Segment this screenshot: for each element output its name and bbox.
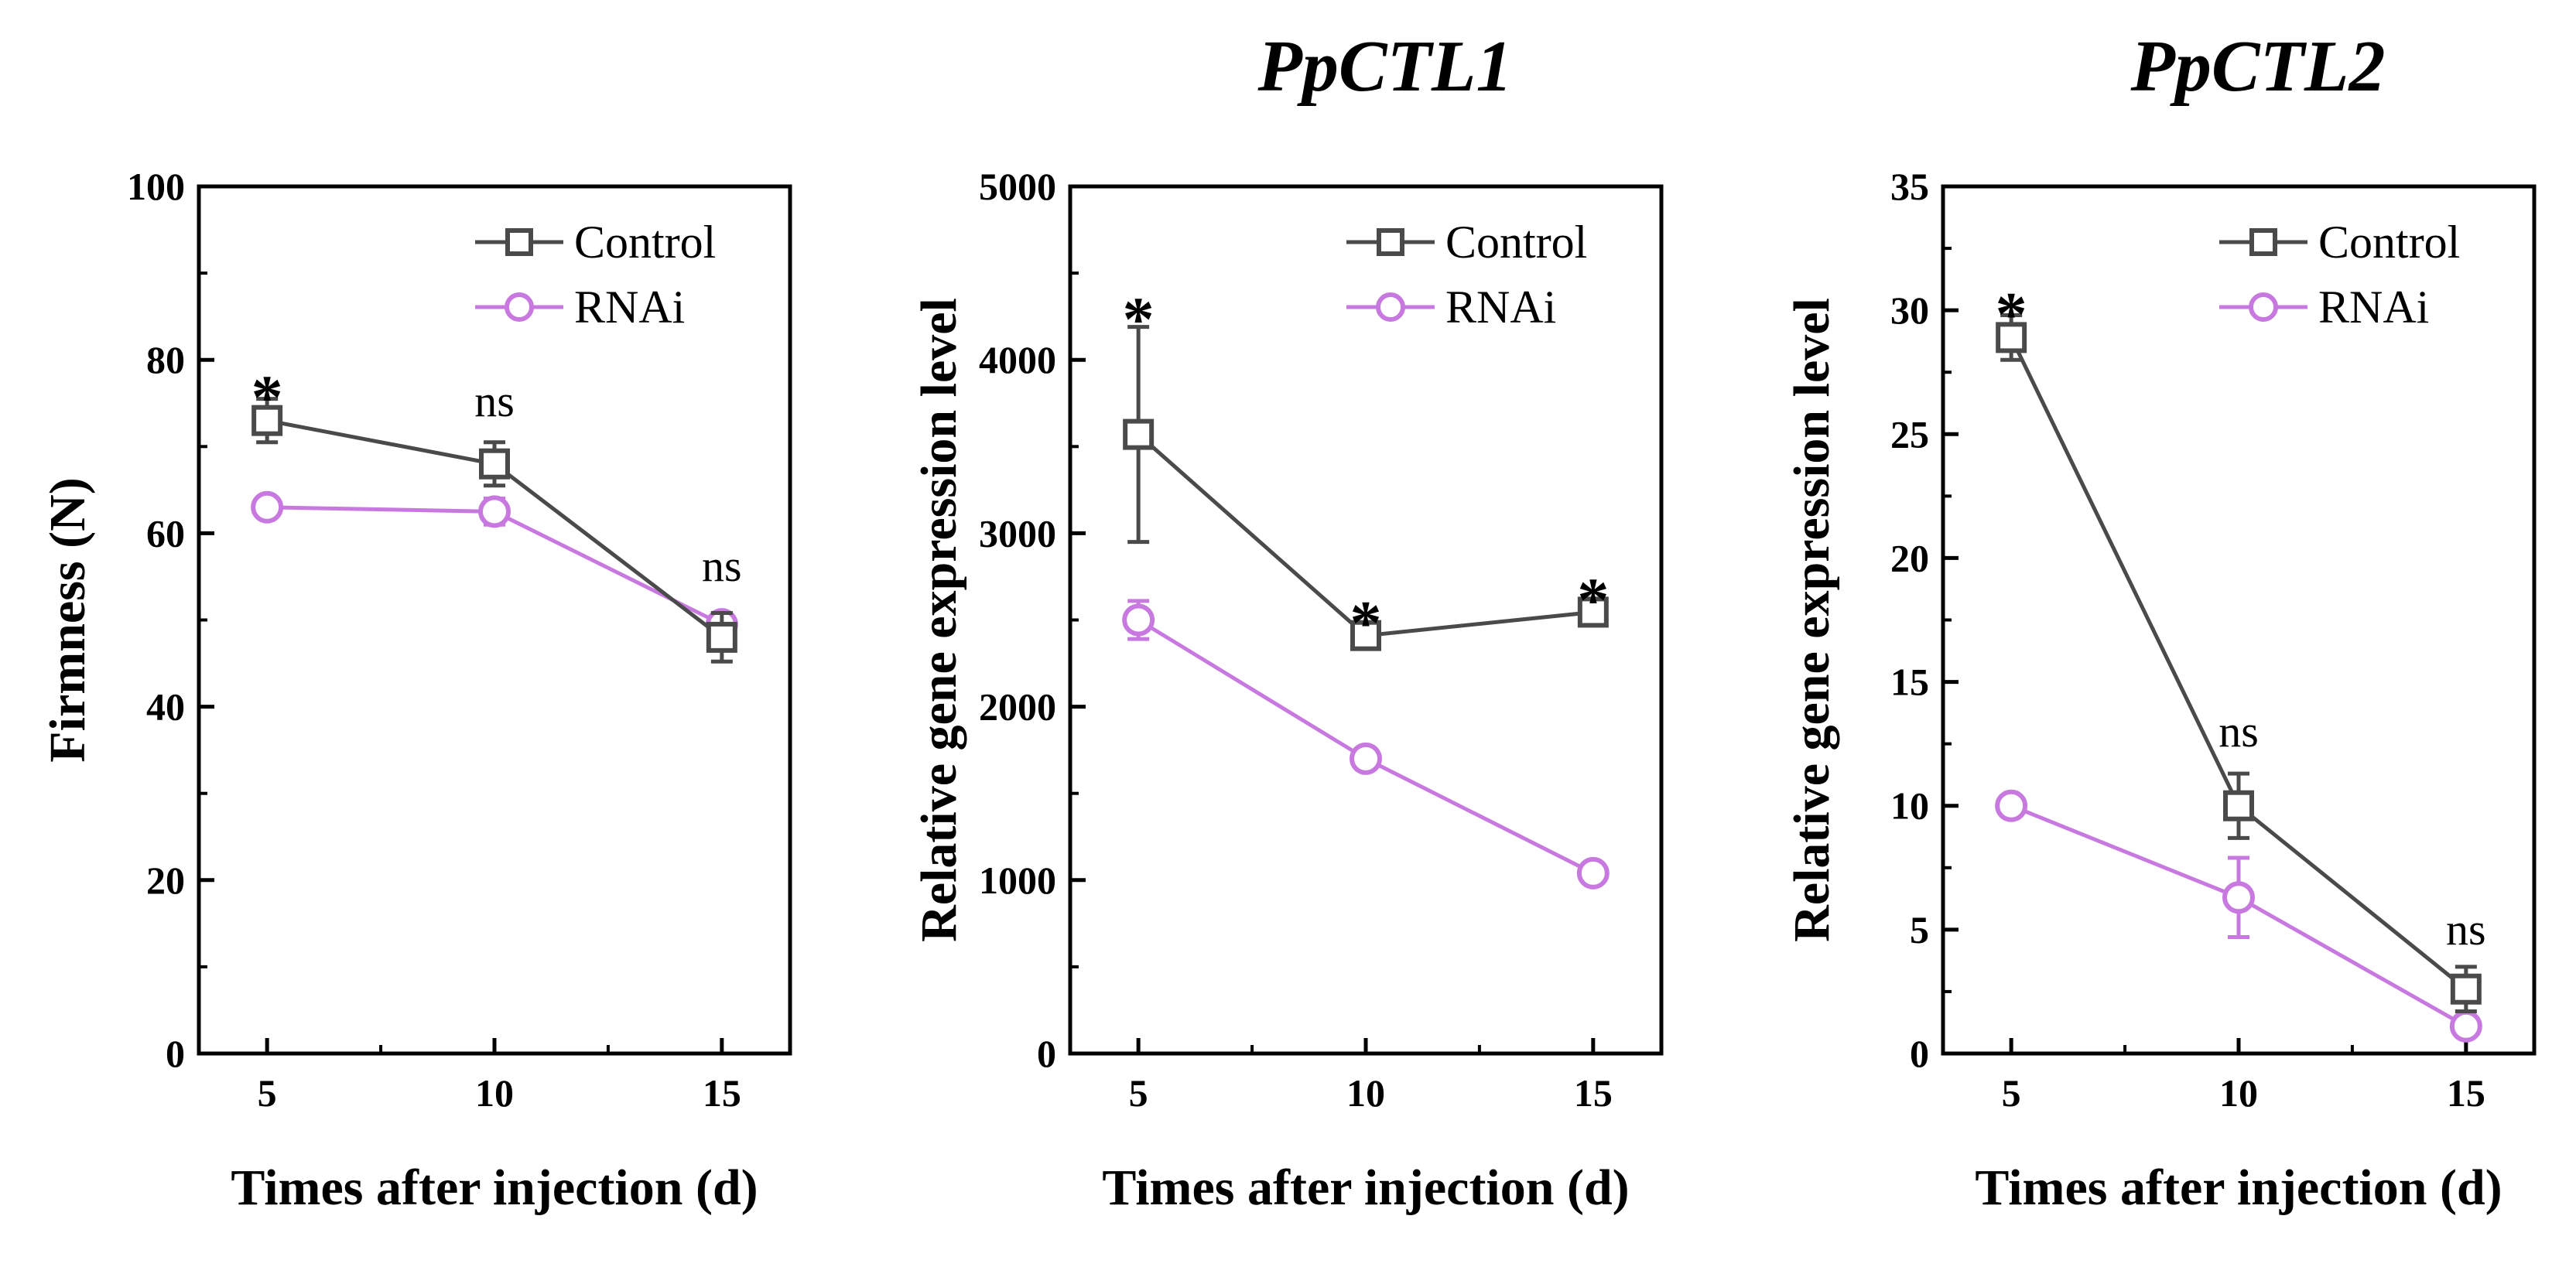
data-point	[1577, 596, 1609, 628]
legend-marker	[1377, 228, 1404, 256]
legend-label: Control	[2318, 217, 2460, 268]
x-tick-label: 15	[1574, 1071, 1613, 1115]
y-tick-label: 25	[1890, 412, 1929, 456]
data-point	[1122, 603, 1155, 637]
y-tick-label: 0	[1037, 1032, 1056, 1075]
chart-panel-3: PpCTL2 0 5 10 15 20 25 30 35 5 10 15 Times after inj…	[1784, 26, 2537, 1216]
data-point	[251, 405, 283, 436]
significance-label: *	[1350, 587, 1382, 657]
data-point	[1576, 856, 1610, 890]
data-point	[478, 495, 511, 528]
y-tick-label: 0	[166, 1032, 185, 1075]
data-point	[251, 490, 284, 524]
significance-label: *	[1123, 284, 1155, 354]
x-axis-title: Times after injection (d)	[1102, 1159, 1629, 1216]
y-axis-title: Relative gene expression level	[1784, 298, 1840, 942]
data-point	[1996, 322, 2027, 353]
y-tick-label: 10	[1890, 784, 1929, 828]
data-point	[2222, 881, 2255, 914]
legend-marker	[505, 228, 533, 256]
x-tick-label: 10	[475, 1071, 514, 1115]
series-control	[1123, 325, 1609, 651]
data-point	[1995, 789, 2028, 822]
y-tick-label: 20	[146, 859, 185, 902]
x-tick-label: 15	[703, 1071, 741, 1115]
data-point	[2223, 790, 2254, 821]
y-tick-label: 5000	[979, 165, 1056, 208]
y-tick-label: 2000	[979, 685, 1056, 729]
series-control	[251, 397, 737, 664]
significance-label: ns	[702, 541, 742, 591]
significance-label: *	[251, 362, 283, 432]
legend-marker	[1376, 292, 1405, 322]
data-point	[1123, 418, 1155, 450]
x-tick-label: 10	[2219, 1071, 2258, 1115]
significance-label: ns	[2446, 904, 2486, 955]
x-tick-label: 10	[1346, 1071, 1385, 1115]
legend: Control RNAi	[1346, 217, 1587, 333]
significance-label: ns	[474, 376, 515, 426]
x-tick-label: 15	[2447, 1071, 2485, 1115]
series-rnai	[251, 490, 738, 641]
y-tick-label: 80	[146, 338, 185, 381]
panel-title: PpCTL1	[1257, 26, 1513, 107]
y-tick-label: 20	[1890, 536, 1929, 579]
y-axis-title: Relative gene expression level	[911, 298, 967, 942]
significance-label: ns	[2219, 706, 2259, 756]
chart-panel-1: 0 20 40 60 80 100 5 10 15 Times after injection (…	[39, 165, 792, 1216]
y-tick-label: 5	[1910, 908, 1929, 951]
data-point	[2450, 973, 2482, 1005]
y-tick-label: 60	[146, 511, 185, 555]
data-point	[1350, 620, 1381, 651]
series-rnai	[1122, 599, 1610, 890]
y-axis-title: Firmness (N)	[39, 477, 96, 762]
legend-label: RNAi	[2318, 282, 2429, 333]
x-axis-title: Times after injection (d)	[231, 1159, 758, 1216]
data-point	[2449, 1009, 2482, 1043]
series-control	[1996, 313, 2482, 1014]
y-tick-label: 35	[1890, 165, 1929, 208]
data-point	[479, 448, 510, 480]
x-tick-label: 5	[1129, 1071, 1148, 1115]
y-tick-label: 40	[146, 685, 185, 729]
legend-label: Control	[574, 217, 716, 268]
y-tick-label: 0	[1910, 1032, 1929, 1075]
significance-label: *	[1996, 279, 2027, 350]
legend: Control RNAi	[2219, 217, 2460, 333]
x-tick-label: 5	[2002, 1071, 2021, 1115]
legend: Control RNAi	[475, 217, 716, 333]
legend-label: RNAi	[1445, 282, 1556, 333]
legend-marker	[2249, 228, 2277, 256]
y-tick-label: 100	[127, 165, 185, 208]
x-axis-title: Times after injection (d)	[1975, 1159, 2502, 1216]
legend-label: RNAi	[574, 282, 685, 333]
data-point	[706, 621, 737, 653]
y-tick-label: 3000	[979, 511, 1056, 555]
x-tick-label: 5	[258, 1071, 277, 1115]
chart-panel-2: PpCTL1 0 1000 2000 3000 4000 5000 5 10 15 Times af…	[911, 26, 1664, 1216]
legend-marker	[2249, 292, 2278, 322]
y-tick-label: 4000	[979, 338, 1056, 381]
panel-title: PpCTL2	[2130, 26, 2386, 107]
legend-label: Control	[1445, 217, 1587, 268]
legend-marker	[505, 292, 534, 322]
data-point	[1350, 742, 1382, 775]
y-tick-label: 15	[1890, 661, 1929, 704]
y-tick-label: 1000	[979, 859, 1056, 902]
significance-label: *	[1577, 565, 1609, 635]
y-tick-label: 30	[1890, 289, 1929, 332]
